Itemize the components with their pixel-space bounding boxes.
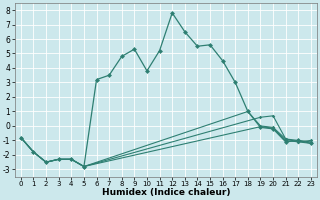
X-axis label: Humidex (Indice chaleur): Humidex (Indice chaleur) <box>102 188 230 197</box>
